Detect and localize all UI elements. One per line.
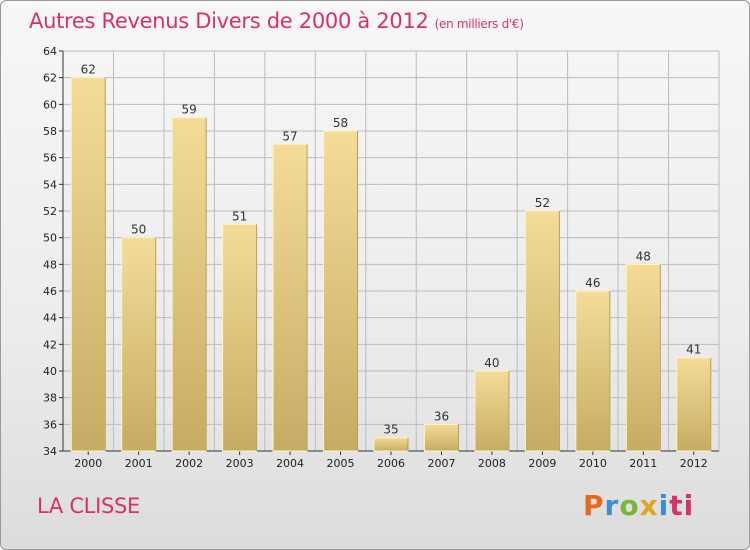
chart-unit-label: (en milliers d'€)	[434, 17, 524, 31]
proxiti-logo: Proxiti	[583, 489, 694, 522]
y-tick-label: 60	[43, 98, 57, 111]
x-tick-label: 2008	[478, 457, 506, 470]
y-tick-label: 34	[43, 445, 57, 458]
bar-2008	[474, 370, 510, 452]
grid-lines	[62, 50, 720, 452]
bar-2000	[70, 77, 106, 452]
logo-letter: ti	[669, 489, 695, 522]
data-label: 51	[232, 209, 247, 223]
bar-2001	[121, 237, 157, 452]
logo-letter: i	[658, 489, 670, 522]
chart-title: Autres Revenus Divers de 2000 à 2012 (en …	[29, 9, 524, 33]
data-label: 35	[383, 423, 398, 437]
y-tick-label: 56	[43, 152, 57, 165]
bar-2003	[222, 223, 258, 452]
bar-2010	[575, 290, 611, 452]
x-tick-label: 2004	[276, 457, 304, 470]
y-tick-label: 42	[43, 338, 57, 351]
y-tick-label: 64	[43, 45, 57, 58]
bar-2011	[625, 263, 661, 452]
bars	[70, 77, 712, 452]
data-label: 52	[535, 196, 550, 210]
data-label: 41	[686, 343, 701, 357]
x-tick-label: 2006	[377, 457, 405, 470]
x-tick-label: 2007	[427, 457, 455, 470]
logo-letter: r	[604, 489, 620, 522]
y-tick-label: 54	[43, 178, 57, 191]
y-tick-label: 38	[43, 392, 57, 405]
data-label: 50	[131, 223, 146, 237]
y-tick-label: 40	[43, 365, 57, 378]
data-label: 59	[182, 103, 197, 117]
bar-2005	[323, 130, 359, 452]
data-label: 57	[282, 129, 297, 143]
y-tick-label: 48	[43, 258, 57, 271]
logo-letter: o	[619, 489, 640, 522]
bar-2007	[423, 423, 459, 452]
data-label: 36	[434, 409, 449, 423]
x-tick-label: 2001	[125, 457, 153, 470]
data-label: 46	[585, 276, 600, 290]
chart-title-text: Autres Revenus Divers de 2000 à 2012	[29, 9, 429, 33]
y-tick-label: 62	[43, 72, 57, 85]
y-tick-label: 36	[43, 418, 57, 431]
bar-2002	[171, 117, 207, 452]
x-tick-label: 2010	[579, 457, 607, 470]
logo-letter: x	[639, 489, 659, 522]
bar-2006	[373, 437, 409, 452]
data-label: 48	[636, 249, 651, 263]
y-tick-label: 58	[43, 125, 57, 138]
bar-2009	[524, 210, 560, 452]
y-tick-label: 50	[43, 232, 57, 245]
x-tick-label: 2012	[680, 457, 708, 470]
x-tick-label: 2009	[528, 457, 556, 470]
bar-2012	[676, 357, 712, 452]
bar-2004	[272, 143, 308, 452]
data-label: 62	[81, 63, 96, 77]
x-tick-label: 2002	[175, 457, 203, 470]
x-tick-label: 2000	[74, 457, 102, 470]
x-tick-label: 2003	[226, 457, 254, 470]
data-label: 40	[484, 356, 499, 370]
x-tick-label: 2005	[327, 457, 355, 470]
y-tick-label: 46	[43, 285, 57, 298]
y-tick-label: 52	[43, 205, 57, 218]
y-tick-label: 44	[43, 312, 57, 325]
logo-letter: P	[583, 489, 605, 522]
place-name: LA CLISSE	[37, 494, 141, 518]
data-labels: 62 50 59 51 57 58 35 36 40 52 46 48 41	[81, 63, 702, 437]
x-tick-label: 2011	[629, 457, 657, 470]
data-label: 58	[333, 116, 348, 130]
